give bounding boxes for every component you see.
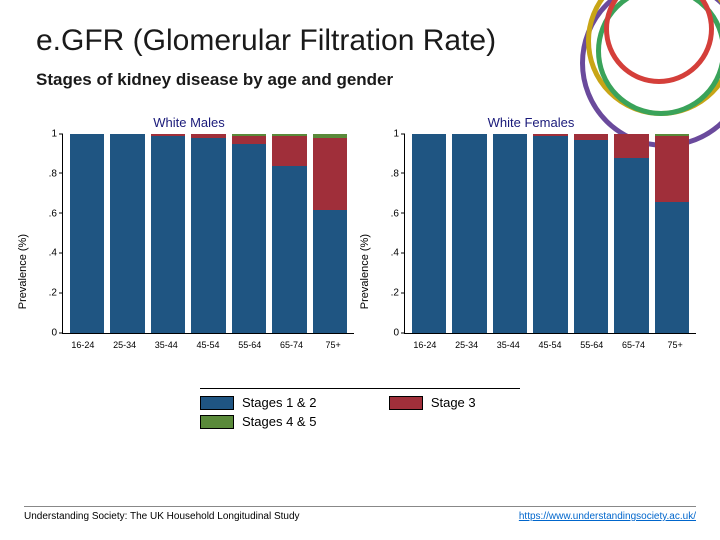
x-tick: 55-64 bbox=[229, 334, 271, 350]
x-tick: 45-54 bbox=[529, 334, 571, 350]
y-tick: 1 bbox=[375, 129, 399, 140]
bar bbox=[269, 134, 309, 333]
bar-segment bbox=[272, 136, 306, 166]
bar bbox=[107, 134, 147, 333]
legend-swatch bbox=[200, 415, 234, 429]
bar-segment bbox=[574, 140, 608, 333]
bar-segment bbox=[191, 138, 225, 333]
footer: Understanding Society: The UK Household … bbox=[24, 506, 696, 522]
bar-segment bbox=[452, 134, 486, 333]
y-tick: .2 bbox=[33, 288, 57, 299]
y-tick: .2 bbox=[375, 288, 399, 299]
legend-item: Stage 3 bbox=[389, 395, 520, 410]
bar-segment bbox=[655, 136, 689, 202]
chart-panel: White FemalesPrevalence (%)0.2.4.6.8116-… bbox=[360, 115, 702, 365]
chart-panel: White MalesPrevalence (%)0.2.4.6.8116-24… bbox=[18, 115, 360, 365]
bar-segment bbox=[151, 136, 185, 333]
x-tick: 35-44 bbox=[145, 334, 187, 350]
x-tick: 16-24 bbox=[62, 334, 104, 350]
bar-segment bbox=[313, 138, 347, 210]
legend-label: Stage 3 bbox=[431, 395, 476, 410]
y-tick: .4 bbox=[375, 248, 399, 259]
bar bbox=[571, 134, 611, 333]
plot-area: Prevalence (%)0.2.4.6.81 bbox=[404, 134, 696, 334]
x-tick: 75+ bbox=[654, 334, 696, 350]
x-tick: 65-74 bbox=[613, 334, 655, 350]
plot-area: Prevalence (%)0.2.4.6.81 bbox=[62, 134, 354, 334]
bar bbox=[188, 134, 228, 333]
x-tick: 55-64 bbox=[571, 334, 613, 350]
bar bbox=[652, 134, 692, 333]
x-tick: 25-34 bbox=[446, 334, 488, 350]
bar-segment bbox=[655, 202, 689, 333]
x-tick: 25-34 bbox=[104, 334, 146, 350]
y-tick: .6 bbox=[375, 208, 399, 219]
bar-segment bbox=[313, 210, 347, 333]
legend-item: Stages 1 & 2 bbox=[200, 395, 361, 410]
legend-swatch bbox=[200, 396, 234, 410]
x-tick: 16-24 bbox=[404, 334, 446, 350]
footer-text: Understanding Society: The UK Household … bbox=[24, 511, 300, 522]
bar bbox=[148, 134, 188, 333]
bar-segment bbox=[412, 134, 446, 333]
legend-item: Stages 4 & 5 bbox=[200, 414, 361, 429]
bars-group bbox=[405, 134, 696, 333]
x-tick: 35-44 bbox=[487, 334, 529, 350]
panel-title: White Females bbox=[360, 115, 702, 130]
y-tick: 1 bbox=[33, 129, 57, 140]
x-ticks: 16-2425-3435-4445-5455-6465-7475+ bbox=[404, 334, 696, 350]
legend: Stages 1 & 2 Stage 3 Stages 4 & 5 bbox=[200, 388, 520, 429]
y-tick: .6 bbox=[33, 208, 57, 219]
x-ticks: 16-2425-3435-4445-5455-6465-7475+ bbox=[62, 334, 354, 350]
x-tick: 45-54 bbox=[187, 334, 229, 350]
footer-link[interactable]: https://www.understandingsociety.ac.uk/ bbox=[519, 511, 696, 522]
bar-segment bbox=[614, 158, 648, 333]
bar bbox=[449, 134, 489, 333]
y-tick: .8 bbox=[375, 168, 399, 179]
bar-segment bbox=[232, 136, 266, 144]
legend-swatch bbox=[389, 396, 423, 410]
legend-label: Stages 4 & 5 bbox=[242, 414, 316, 429]
bar bbox=[409, 134, 449, 333]
bar-segment bbox=[70, 134, 104, 333]
y-axis-label: Prevalence (%) bbox=[359, 234, 371, 309]
bar-segment bbox=[272, 166, 306, 333]
bar bbox=[229, 134, 269, 333]
legend-label: Stages 1 & 2 bbox=[242, 395, 316, 410]
y-tick: 0 bbox=[33, 328, 57, 339]
bar bbox=[67, 134, 107, 333]
y-axis-label: Prevalence (%) bbox=[17, 234, 29, 309]
x-tick: 75+ bbox=[312, 334, 354, 350]
page-title: e.GFR (Glomerular Filtration Rate) bbox=[36, 24, 496, 58]
y-tick: 0 bbox=[375, 328, 399, 339]
charts-container: White MalesPrevalence (%)0.2.4.6.8116-24… bbox=[18, 115, 702, 365]
bars-group bbox=[63, 134, 354, 333]
bar-segment bbox=[533, 136, 567, 333]
page-subtitle: Stages of kidney disease by age and gend… bbox=[36, 70, 393, 90]
bar-segment bbox=[493, 134, 527, 333]
panel-title: White Males bbox=[18, 115, 360, 130]
bar-segment bbox=[110, 134, 144, 333]
bar bbox=[310, 134, 350, 333]
bar-segment bbox=[614, 134, 648, 158]
y-tick: .4 bbox=[33, 248, 57, 259]
bar bbox=[611, 134, 651, 333]
bar bbox=[490, 134, 530, 333]
y-tick: .8 bbox=[33, 168, 57, 179]
x-tick: 65-74 bbox=[271, 334, 313, 350]
bar bbox=[530, 134, 570, 333]
bar-segment bbox=[232, 144, 266, 333]
